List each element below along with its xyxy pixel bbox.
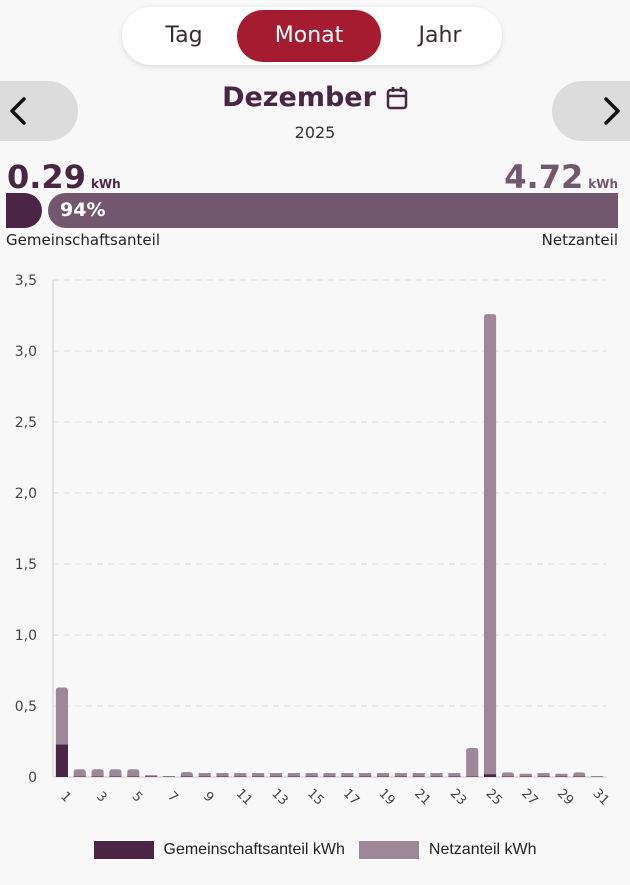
bar-grid (323, 773, 336, 777)
legend-community[interactable]: Gemeinschaftsanteil kWh (93, 841, 345, 859)
y-tick-label: 3,5 (15, 273, 37, 289)
bar-grid (591, 776, 604, 777)
x-tick-label: 5 (129, 789, 145, 805)
bar-grid (145, 775, 158, 777)
grid-label: Netzanteil (541, 231, 618, 249)
bar-grid (519, 773, 532, 777)
community-share-bar (6, 193, 42, 228)
x-tick-label: 29 (554, 786, 576, 808)
x-tick-label: 21 (411, 786, 433, 808)
bar-grid (305, 773, 318, 777)
x-tick-label: 3 (93, 789, 109, 805)
x-tick-label: 25 (483, 786, 505, 808)
bar-grid (483, 314, 497, 775)
community-total: 0.29 kWh (7, 158, 121, 196)
bar-grid (162, 776, 176, 777)
bar-grid (448, 773, 461, 777)
x-tick-label: 7 (164, 789, 180, 805)
bar-community (55, 744, 68, 777)
y-tick-label: 1,5 (15, 557, 37, 573)
chevron-left-icon (10, 97, 26, 125)
bar-grid (359, 773, 372, 777)
bar-grid (269, 773, 283, 777)
bar-grid (412, 773, 425, 777)
bar-grid (73, 769, 86, 777)
x-tick-label: 23 (447, 786, 469, 808)
y-tick-label: 2,5 (15, 415, 37, 431)
x-tick-label: 27 (518, 786, 540, 808)
bar-grid (555, 773, 568, 777)
bar-grid (394, 773, 407, 777)
tab-day[interactable]: Tag (165, 23, 203, 48)
x-tick-label: 19 (376, 786, 398, 808)
bar-grid (216, 773, 229, 777)
grid-share-bar: 94% (48, 193, 618, 228)
bar-grid (537, 773, 550, 777)
calendar-icon[interactable] (386, 86, 408, 110)
community-label: Gemeinschaftsanteil (6, 231, 160, 249)
bar-grid (252, 773, 265, 777)
chart-legend: Gemeinschaftsanteil kWh Netzanteil kWh (0, 841, 630, 859)
legend-grid[interactable]: Netzanteil kWh (358, 841, 537, 859)
legend-grid-swatch (358, 841, 419, 859)
y-tick-label: 2,0 (15, 486, 37, 502)
x-tick-label: 31 (590, 786, 612, 808)
y-tick-label: 0,5 (15, 699, 37, 715)
bar-grid (109, 769, 122, 777)
tab-month[interactable]: Monat (237, 10, 381, 62)
bar-grid (430, 773, 443, 777)
x-tick-label: 15 (304, 786, 326, 808)
month-title: Dezember (222, 82, 376, 113)
bar-grid (466, 747, 479, 777)
bar-grid (501, 772, 514, 777)
y-tick-label: 3,0 (15, 344, 37, 360)
legend-grid-label: Netzanteil kWh (428, 841, 537, 858)
bar-grid (341, 773, 354, 777)
year-label: 2025 (294, 123, 336, 142)
x-tick-label: 11 (233, 786, 255, 808)
legend-community-label: Gemeinschaftsanteil kWh (163, 841, 345, 858)
bar-community (127, 776, 140, 777)
grid-total: 4.72 kWh (504, 158, 618, 196)
daily-consumption-chart: 00,51,01,52,02,53,03,51 3 5 7 9 11 13 15 17 19 21 2… (15, 273, 612, 809)
tab-year[interactable]: Jahr (418, 23, 462, 48)
x-tick-label: 9 (200, 789, 216, 805)
bar-grid (198, 773, 211, 777)
y-tick-label: 0 (28, 770, 37, 786)
bar-community (73, 776, 86, 777)
previous-month-button[interactable] (0, 81, 78, 141)
bar-grid (376, 773, 390, 777)
bar-community (180, 776, 193, 777)
grid-percent: 94% (60, 199, 106, 221)
bar-grid (127, 769, 140, 777)
x-tick-label: 13 (268, 786, 290, 808)
bar-community (91, 776, 104, 777)
bar-community (466, 776, 479, 777)
next-month-button[interactable] (552, 81, 630, 141)
bar-community (483, 774, 497, 777)
month-header: Dezember (0, 82, 630, 113)
period-selector: Tag Monat Jahr (122, 7, 502, 65)
bar-grid (234, 773, 247, 777)
bar-grid (91, 769, 104, 777)
legend-community-swatch (93, 841, 154, 859)
bar-grid (180, 772, 193, 777)
y-tick-label: 1,0 (15, 628, 37, 644)
bar-grid (55, 687, 68, 745)
bar-grid (287, 773, 300, 777)
chevron-right-icon (604, 97, 620, 125)
x-tick-label: 1 (57, 789, 73, 805)
x-tick-label: 17 (340, 786, 362, 808)
bar-grid (573, 772, 586, 777)
bar-community (109, 776, 122, 777)
